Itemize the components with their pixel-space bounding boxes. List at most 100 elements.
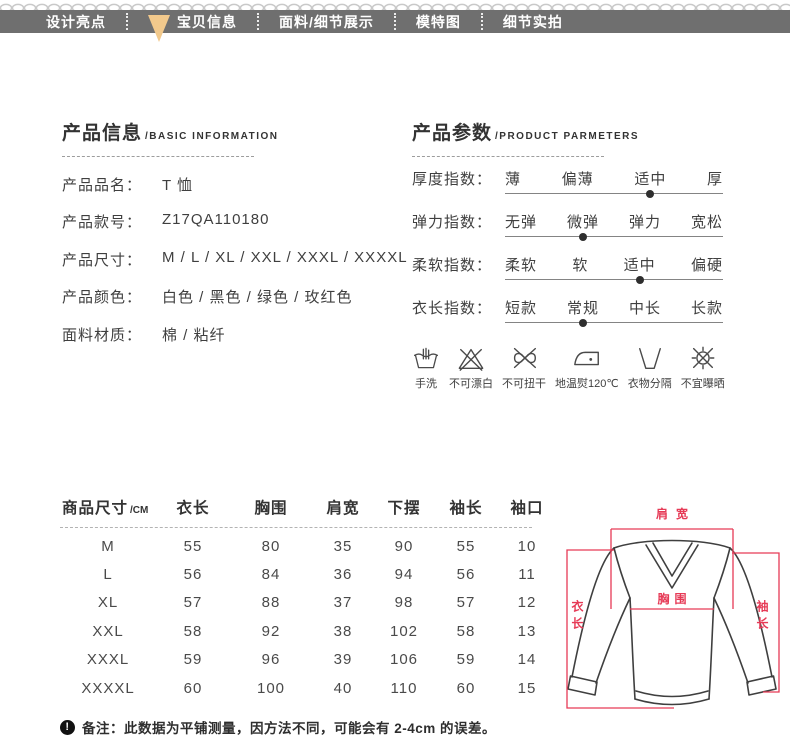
index-options: 无弹 微弹 弹力 宽松 bbox=[505, 211, 723, 232]
care-item: 不宜曝晒 bbox=[681, 344, 725, 391]
size-table-column-header: 衣长 bbox=[176, 500, 210, 517]
index-row: 厚度指数： 薄 偏薄 适中 厚 bbox=[412, 168, 742, 200]
care-label: 不可扭干 bbox=[502, 378, 546, 390]
index-option: 短款 bbox=[505, 300, 538, 317]
nav-tab-fabric-details[interactable]: 面料/细节展示 bbox=[259, 12, 394, 32]
value-cell: 57 bbox=[456, 594, 476, 612]
care-label: 手洗 bbox=[415, 378, 437, 390]
value-cell: 100 bbox=[256, 679, 286, 697]
index-option: 常规 bbox=[566, 300, 599, 317]
index-option: 薄 bbox=[505, 171, 522, 188]
index-row-label: 弹力指数： bbox=[412, 214, 493, 231]
index-options: 柔软 软 适中 偏硬 bbox=[505, 254, 723, 275]
size-table-body: M 55 80 35 90 55 10 L 56 84 36 94 56 11 XL 57 88 37 98 57 12… bbox=[60, 532, 538, 702]
value-cell: 35 bbox=[333, 537, 353, 555]
index-row: 弹力指数： 无弹 微弹 弹力 宽松 bbox=[412, 211, 742, 243]
size-cell: XXL bbox=[92, 622, 124, 640]
value-cell: 56 bbox=[183, 566, 203, 584]
size-table-row: XXL 58 92 38 102 58 13 bbox=[60, 617, 538, 645]
info-row-value: 白色 / 黑色 / 绿色 / 玫红色 bbox=[162, 289, 353, 306]
nav-tab-design-highlights[interactable]: 设计亮点 bbox=[26, 12, 126, 32]
index-dot-marker bbox=[646, 189, 654, 198]
care-item: 地温熨120℃ bbox=[555, 344, 619, 391]
value-cell: 96 bbox=[261, 651, 281, 669]
value-cell: 60 bbox=[456, 679, 476, 697]
index-option: 柔软 bbox=[505, 257, 538, 274]
nav-tab-separator bbox=[393, 13, 396, 30]
nav-tab-product-info[interactable]: 宝贝信息 bbox=[128, 8, 257, 42]
no-sun-exposure-icon bbox=[691, 346, 715, 370]
basic-info-header: 产品信息 /BASIC INFORMATION bbox=[62, 118, 412, 145]
hand-wash-icon bbox=[413, 347, 439, 369]
value-cell: 14 bbox=[517, 651, 537, 669]
care-item: 不可漂白 bbox=[449, 344, 493, 391]
index-row-label: 厚度指数： bbox=[412, 171, 493, 188]
value-cell: 56 bbox=[456, 566, 476, 584]
table-divider bbox=[60, 527, 532, 528]
index-scale: 薄 偏薄 适中 厚 bbox=[505, 168, 723, 200]
index-scale: 无弹 微弹 弹力 宽松 bbox=[505, 211, 723, 243]
size-cell: XXXXL bbox=[81, 679, 135, 697]
value-cell: 55 bbox=[183, 537, 203, 555]
size-table-row: XXXL 59 96 39 106 59 14 bbox=[60, 646, 538, 674]
nav-tab-detail-shots[interactable]: 细节实拍 bbox=[483, 12, 583, 32]
shoulder-width-label: 肩宽 bbox=[655, 507, 697, 521]
note-text: 备注：此数据为平铺测量，因方法不同，可能会有 2-4cm 的误差。 bbox=[82, 721, 497, 736]
nav-bar: 设计亮点 宝贝信息 面料/细节展示 模特图 细节实拍 bbox=[0, 8, 790, 42]
index-option: 宽松 bbox=[690, 214, 723, 231]
parameters-section: 产品参数 /PRODUCT PARMETERS 厚度指数：薄偏薄 适中厚弹力指数：… bbox=[412, 118, 742, 391]
index-option: 适中 bbox=[634, 171, 667, 188]
care-item: 衣物分隔 bbox=[628, 344, 672, 391]
index-dot-marker bbox=[579, 232, 587, 241]
nav-tab-model-photos[interactable]: 模特图 bbox=[396, 12, 481, 32]
info-row-label: 产品尺寸： bbox=[62, 251, 143, 269]
no-wring-icon bbox=[513, 347, 536, 369]
value-cell: 110 bbox=[390, 679, 418, 697]
index-option: 微弹 bbox=[566, 214, 599, 231]
value-cell: 88 bbox=[261, 594, 281, 612]
chain-border bbox=[0, 0, 790, 13]
size-cell: XL bbox=[97, 594, 119, 612]
size-table-column-header: 肩宽 bbox=[326, 500, 360, 517]
size-table-column-header: 袖口 bbox=[510, 500, 544, 517]
index-track bbox=[505, 318, 723, 329]
index-option: 厚 bbox=[706, 171, 723, 188]
care-label: 衣物分隔 bbox=[627, 378, 672, 390]
value-cell: 59 bbox=[183, 651, 203, 669]
param-rows: 厚度指数：薄偏薄 适中厚弹力指数： 无弹 微弹 弹力 宽松 柔软指数： 柔软软适中 偏硬 衣长指数… bbox=[412, 168, 742, 329]
info-row: 产品款号： Z17QA110180 bbox=[62, 211, 412, 232]
size-table-row: XXXXL 60 100 40 110 60 15 bbox=[60, 674, 538, 702]
value-cell: 40 bbox=[333, 679, 353, 697]
index-options: 薄 偏薄 适中 厚 bbox=[505, 168, 723, 189]
size-table: 商品尺寸 /CM 衣长 胸围 肩宽 下摆 袖长 袖口 M 55 80 35 90 55 10 L 56 84… bbox=[60, 494, 543, 702]
info-row-value: T 恤 bbox=[162, 176, 194, 194]
size-diagram: 肩宽 胸围 衣长 袖长 bbox=[556, 496, 788, 720]
index-row-label: 衣长指数： bbox=[412, 300, 493, 317]
parameters-subtitle: /PRODUCT PARMETERS bbox=[495, 131, 640, 142]
basic-info-section: 产品信息 /BASIC INFORMATION 产品品名： T 恤产品款号： Z17… bbox=[62, 118, 412, 345]
exclamation-circle-icon: ! bbox=[60, 719, 75, 735]
basic-info-subtitle: /BASIC INFORMATION bbox=[145, 131, 279, 142]
value-cell: 39 bbox=[333, 651, 353, 669]
value-cell: 59 bbox=[456, 651, 476, 669]
index-scale: 柔软 软 适中 偏硬 bbox=[505, 254, 723, 286]
info-row-value: M / L / XL / XXL / XXXL / XXXXL bbox=[162, 248, 408, 266]
care-label: 不可漂白 bbox=[449, 378, 493, 390]
info-row-label: 面料材质： bbox=[62, 326, 143, 344]
index-row-label: 柔软指数： bbox=[412, 257, 493, 274]
nav-tab-label: 设计亮点 bbox=[46, 13, 106, 30]
value-cell: 36 bbox=[333, 566, 353, 584]
value-cell: 84 bbox=[261, 566, 281, 584]
value-cell: 98 bbox=[394, 594, 414, 612]
value-cell: 106 bbox=[389, 651, 419, 669]
basic-info-title: 产品信息 bbox=[62, 123, 143, 144]
basic-info-rows: 产品品名： T 恤产品款号： Z17QA110180 产品尺寸： M / L / XL … bbox=[62, 174, 412, 345]
nav-tab-label: 模特图 bbox=[415, 13, 461, 30]
info-row-label: 产品款号： bbox=[62, 214, 143, 231]
index-option: 偏硬 bbox=[690, 257, 723, 274]
index-dot-marker bbox=[636, 275, 644, 284]
wash-separately-icon bbox=[638, 347, 661, 369]
triangle-down-icon bbox=[148, 15, 170, 42]
index-track bbox=[505, 189, 723, 200]
nav-tab-label: 细节实拍 bbox=[502, 13, 563, 30]
